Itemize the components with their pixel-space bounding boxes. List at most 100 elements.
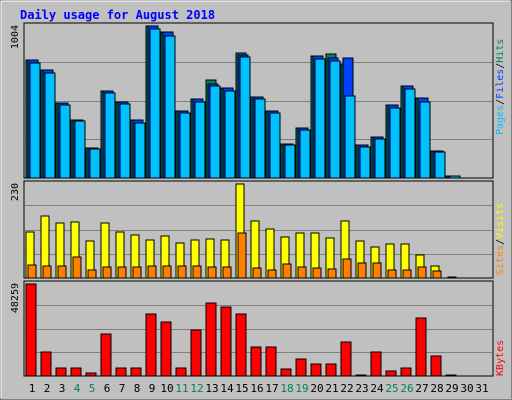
bar-sites [342,258,352,279]
bar-pages [359,146,371,179]
legend-item: Hits [495,39,506,63]
x-tick-label: 2 [44,382,51,395]
bar-pages [284,144,296,179]
bar-sites [117,266,127,279]
x-tick-label: 10 [160,382,173,395]
bar-kbytes [40,351,52,377]
bar-sites [42,265,52,279]
bar-kbytes [205,302,217,377]
bar-pages [104,92,116,179]
x-tick-label: 6 [104,382,111,395]
bar-pages [149,28,161,179]
series-pages [29,28,461,179]
x-tick-label: 7 [119,382,126,395]
bar-pages [374,138,386,179]
x-tick-label: 26 [400,382,413,395]
legend-item: KBytes [495,340,506,376]
legend-visits-sites: Sites/Visits [495,203,506,275]
bar-pages [44,72,56,179]
x-tick-label: 19 [295,382,308,395]
panel-visits-sites: 230 Sites/Visits [10,180,506,279]
x-tick-label: 20 [310,382,323,395]
legend-item: Pages [495,105,506,135]
panel-kbytes: 48259 KBytes [10,280,506,377]
bar-kbytes [70,367,82,377]
x-tick-label: 27 [415,382,428,395]
legend-item: Files [495,69,506,99]
bar-sites [72,256,82,279]
x-tick-label: 3 [59,382,66,395]
legend-item: / [495,99,506,105]
bar-sites [357,262,367,279]
bar-pages [29,62,41,179]
x-tick-label: 1 [29,382,36,395]
bar-sites [252,267,262,279]
bar-kbytes [295,358,307,377]
bar-sites [177,265,187,279]
bar-kbytes [445,374,457,377]
bar-sites [297,266,307,279]
bar-kbytes [340,341,352,377]
bar-kbytes [415,317,427,377]
bar-sites [192,265,202,279]
bar-kbytes [145,313,157,377]
bar-sites [447,276,457,279]
bar-pages [314,58,326,179]
bar-sites [87,269,97,279]
bar-pages [89,148,101,179]
bar-sites [207,266,217,279]
x-tick-label: 12 [190,382,203,395]
bar-sites [387,269,397,279]
chart-title: Daily usage for August 2018 [20,8,215,22]
bar-kbytes [310,363,322,377]
bar-sites [132,266,142,279]
bar-pages [434,151,446,179]
bar-pages [344,95,356,179]
bar-sites [402,269,412,279]
chart-panels: 1004Pages/Files/Hits230Sites/Visits48259… [10,22,506,377]
bar-pages [254,98,266,179]
bar-kbytes [115,367,127,377]
bar-pages [179,112,191,179]
legend-kbytes: KBytes [495,340,506,376]
bar-pages [419,101,431,179]
bar-sites [372,262,382,279]
series-kbytes [25,283,457,377]
legend-item: Visits [495,203,506,239]
x-axis-labels: 1 2 3 4 5 6 7 8 9 10 11 12 13 14 15 16 17 18 19 20 21 22 23 24 2… [29,382,489,395]
x-tick-label: 14 [220,382,234,395]
bar-sites [222,266,232,279]
bar-sites [102,266,112,279]
bar-pages [299,129,311,179]
x-tick-label: 28 [430,382,443,395]
x-tick-label: 5 [89,382,96,395]
bar-kbytes [160,321,172,377]
bar-pages [404,88,416,179]
x-tick-label: 24 [370,382,384,395]
x-tick-label: 25 [385,382,398,395]
bar-pages [134,122,146,179]
x-tick-label: 16 [250,382,263,395]
bar-kbytes [175,367,187,377]
bar-pages [74,120,86,179]
bar-sites [327,268,337,279]
bar-pages [449,175,461,179]
bar-kbytes [400,367,412,377]
bar-kbytes [130,367,142,377]
bar-kbytes [325,363,337,377]
bar-kbytes [55,367,67,377]
bar-kbytes [235,313,247,377]
legend-item: / [495,63,506,69]
x-tick-label: 8 [134,382,141,395]
bar-sites [417,266,427,279]
bar-kbytes [370,351,382,377]
x-tick-label: 29 [445,382,458,395]
bar-pages [389,107,401,179]
bar-kbytes [25,283,37,377]
series-sites [27,232,457,279]
bar-sites [282,263,292,279]
bar-sites [237,232,247,279]
